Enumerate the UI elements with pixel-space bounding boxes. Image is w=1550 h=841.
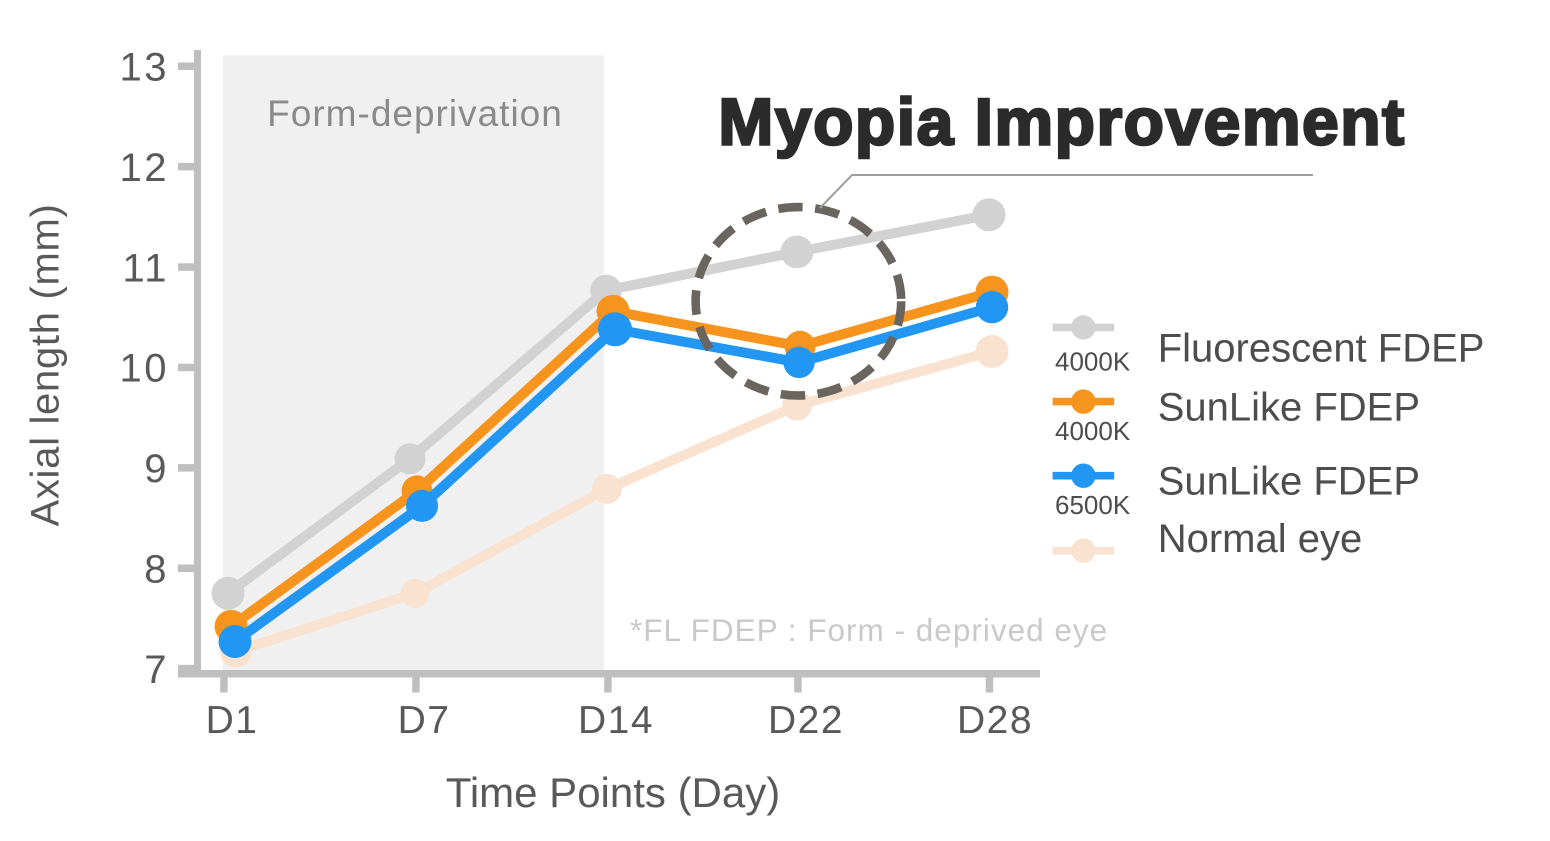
svg-text:D1: D1 bbox=[206, 699, 259, 742]
svg-text:6500K: 6500K bbox=[1055, 490, 1131, 520]
svg-text:D7: D7 bbox=[398, 699, 451, 742]
svg-text:SunLike FDEP: SunLike FDEP bbox=[1158, 386, 1420, 430]
svg-text:*FL FDEP : Form - deprived eye: *FL FDEP : Form - deprived eye bbox=[630, 612, 1108, 648]
svg-text:Fluorescent FDEP: Fluorescent FDEP bbox=[1158, 327, 1485, 371]
svg-text:Time Points (Day): Time Points (Day) bbox=[446, 769, 781, 816]
svg-text:D28: D28 bbox=[957, 699, 1033, 742]
svg-text:4000K: 4000K bbox=[1055, 416, 1131, 446]
svg-text:13: 13 bbox=[120, 46, 170, 90]
svg-text:Normal eye: Normal eye bbox=[1158, 517, 1363, 561]
svg-text:Axial length (mm): Axial length (mm) bbox=[24, 203, 68, 526]
svg-text:11: 11 bbox=[122, 246, 169, 290]
svg-text:D14: D14 bbox=[578, 699, 654, 742]
svg-text:4000K: 4000K bbox=[1055, 347, 1131, 377]
svg-text:Myopia Improvement: Myopia Improvement bbox=[718, 85, 1405, 159]
svg-text:7: 7 bbox=[144, 648, 169, 692]
svg-text:Form-deprivation: Form-deprivation bbox=[267, 93, 563, 134]
svg-text:SunLike FDEP: SunLike FDEP bbox=[1158, 460, 1420, 504]
svg-text:12: 12 bbox=[120, 146, 170, 190]
svg-text:D22: D22 bbox=[768, 699, 844, 742]
svg-text:8: 8 bbox=[144, 548, 169, 592]
svg-text:10: 10 bbox=[120, 347, 170, 391]
svg-text:9: 9 bbox=[144, 447, 169, 491]
